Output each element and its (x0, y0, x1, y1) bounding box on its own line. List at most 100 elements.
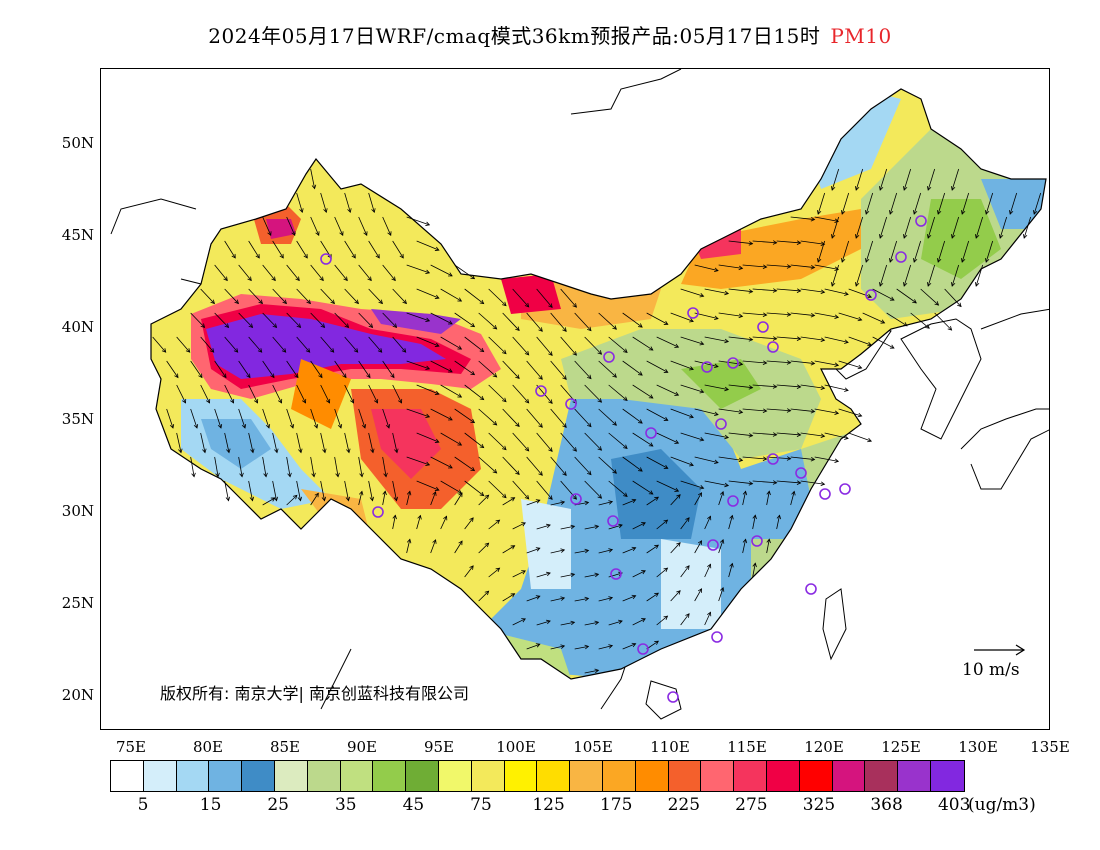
city-marker (915, 215, 927, 227)
colorbar-cell (471, 761, 505, 791)
wind-scale-arrow (974, 644, 1026, 656)
colorbar-cell (668, 761, 702, 791)
city-marker (711, 631, 723, 643)
colorbar-cell (701, 761, 735, 791)
map-frame (100, 68, 1050, 730)
city-marker (667, 691, 679, 703)
colorbar-label: 175 (599, 795, 633, 815)
city-marker (637, 643, 649, 655)
lat-label-30n: 30N (61, 502, 94, 520)
colorbar-cell (570, 761, 603, 791)
china-outline (150, 88, 1047, 680)
colorbar-unit: (ug/m3) (968, 795, 1036, 815)
lon-label-75e: 75E (115, 738, 147, 756)
pm10-map (110, 69, 1049, 720)
city-marker (727, 495, 739, 507)
copyright-notice: 版权所有: 南京大学| 南京创蓝科技有限公司 (160, 684, 469, 703)
lon-label-115e: 115E (727, 738, 767, 756)
colorbar-label: 403 (937, 795, 971, 815)
city-marker (715, 418, 727, 430)
lon-label-120e: 120E (804, 738, 844, 756)
lat-label-35n: 35N (61, 410, 94, 428)
colorbar-label: 368 (870, 795, 903, 815)
colorbar-cell (930, 761, 964, 791)
colorbar-cell (176, 761, 210, 791)
colorbar-label: 25 (267, 795, 289, 815)
colorbar-label: 5 (137, 795, 149, 815)
colorbar-cell (242, 761, 275, 791)
colorbar-label: 275 (735, 795, 768, 815)
lat-label-25n: 25N (61, 594, 94, 612)
colorbar-cell (340, 761, 374, 791)
colorbar (110, 760, 965, 792)
colorbar-cell (373, 761, 407, 791)
colorbar-cell (274, 761, 308, 791)
title-variable: PM10 (830, 24, 892, 48)
title-main: 2024年05月17日WRF/cmaq模式36km预报产品:05月17日15时 (208, 24, 821, 48)
colorbar-label: 35 (334, 795, 357, 815)
colorbar-label: 75 (470, 795, 492, 815)
city-marker (570, 493, 582, 505)
colorbar-cell (111, 761, 144, 791)
colorbar-label: 125 (532, 795, 565, 815)
lon-label-125e: 125E (881, 738, 921, 756)
lat-label-50n: 50N (61, 134, 94, 152)
city-marker (805, 583, 817, 595)
city-marker (701, 361, 713, 373)
wind-scale-label: 10 m/s (962, 660, 1020, 680)
colorbar-cell (865, 761, 899, 791)
lon-label-85e: 85E (269, 738, 301, 756)
city-marker (795, 467, 807, 479)
colorbar-cell (734, 761, 767, 791)
colorbar-cell (209, 761, 243, 791)
colorbar-cell (898, 761, 931, 791)
lon-label-80e: 80E (192, 738, 224, 756)
colorbar-cell (307, 761, 341, 791)
colorbar-label: 15 (199, 795, 222, 815)
colorbar-cell (602, 761, 636, 791)
colorbar-cell (406, 761, 439, 791)
colorbar-cell (438, 761, 472, 791)
lon-label-130e: 130E (958, 738, 998, 756)
city-marker (603, 351, 615, 363)
city-marker (610, 568, 622, 580)
colorbar-label: 325 (802, 795, 836, 815)
colorbar-label: 225 (667, 795, 701, 815)
city-marker (727, 357, 739, 369)
colorbar-cell (832, 761, 866, 791)
city-marker (757, 321, 769, 333)
lat-label-40n: 40N (61, 318, 94, 336)
colorbar-cell (504, 761, 538, 791)
city-marker (819, 488, 831, 500)
colorbar-cell (143, 761, 177, 791)
city-marker (320, 253, 332, 265)
lon-label-100e: 100E (496, 738, 536, 756)
colorbar-label: 45 (402, 795, 425, 815)
city-marker (707, 539, 719, 551)
city-marker (767, 453, 779, 465)
city-marker (895, 251, 907, 263)
lon-label-95e: 95E (423, 738, 455, 756)
colorbar-cell (799, 761, 833, 791)
lon-label-110e: 110E (650, 738, 690, 756)
wind-vectors (152, 168, 1042, 674)
colorbar-cell (537, 761, 571, 791)
colorbar-cell (635, 761, 669, 791)
lon-label-105e: 105E (573, 738, 613, 756)
lon-label-135e: 135E (1030, 738, 1070, 756)
city-marker (865, 289, 877, 301)
city-marker (565, 398, 577, 410)
lon-label-90e: 90E (346, 738, 378, 756)
city-marker (767, 341, 779, 353)
map-title: 2024年05月17日WRF/cmaq模式36km预报产品:05月17日15时 P… (0, 20, 1100, 49)
city-marker (751, 535, 763, 547)
city-marker (645, 427, 657, 439)
lat-label-45n: 45N (61, 226, 94, 244)
city-markers (320, 215, 927, 703)
lat-label-20n: 20N (61, 686, 94, 704)
city-marker (607, 515, 619, 527)
city-marker (372, 506, 384, 518)
city-marker (839, 483, 851, 495)
city-marker (687, 307, 699, 319)
colorbar-cell (766, 761, 800, 791)
